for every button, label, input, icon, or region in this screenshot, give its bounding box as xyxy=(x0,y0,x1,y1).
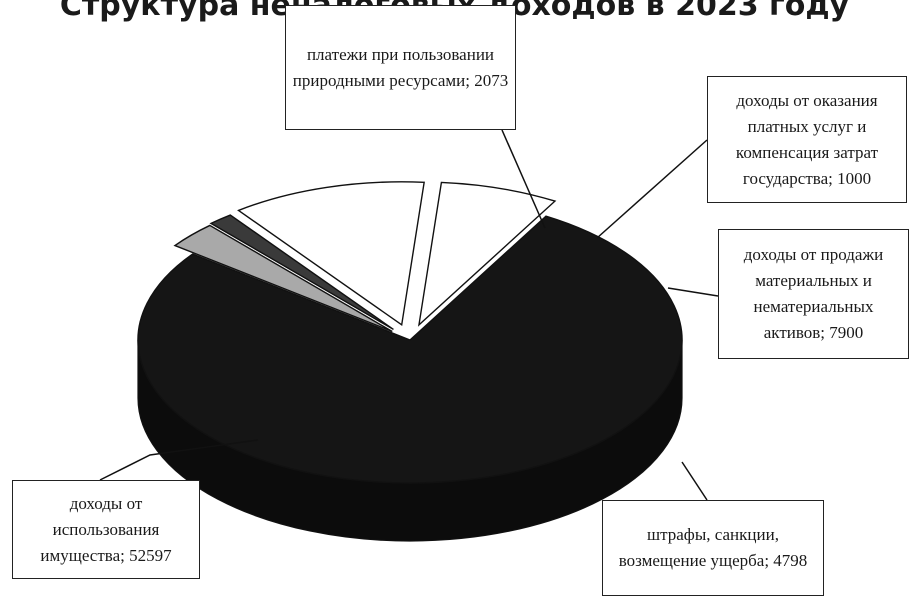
callout-asset-sales-text: доходы от продажи материальных и нематер… xyxy=(743,245,884,342)
callout-property-income-text: доходы от использования имущества; 52597 xyxy=(40,493,172,565)
slice-paid-services xyxy=(209,214,394,331)
slice-natural-resources xyxy=(173,224,393,333)
leader-property-income xyxy=(99,439,259,481)
slice-asset-sales xyxy=(237,181,425,327)
callout-property-income: доходы от использования имущества; 52597 xyxy=(12,480,200,579)
leader-fines xyxy=(681,461,708,501)
slice-fines xyxy=(417,181,557,327)
callout-asset-sales: доходы от продажи материальных и нематер… xyxy=(718,229,909,359)
callout-paid-services: доходы от оказания платных услуг и компе… xyxy=(707,76,907,203)
callout-natural-resources: платежи при пользовании природными ресур… xyxy=(285,5,516,130)
callout-fines-text: штрафы, санкции, возмещение ущерба; 4798 xyxy=(618,525,808,570)
slice-property-income xyxy=(137,215,683,484)
leader-natural-resources xyxy=(501,129,546,229)
callout-fines: штрафы, санкции, возмещение ущерба; 4798 xyxy=(602,500,824,596)
leader-asset-sales xyxy=(667,287,719,297)
leader-paid-services xyxy=(596,139,708,239)
callout-paid-services-text: доходы от оказания платных услуг и компе… xyxy=(735,90,879,188)
callout-natural-resources-text: платежи при пользовании природными ресур… xyxy=(292,44,509,90)
